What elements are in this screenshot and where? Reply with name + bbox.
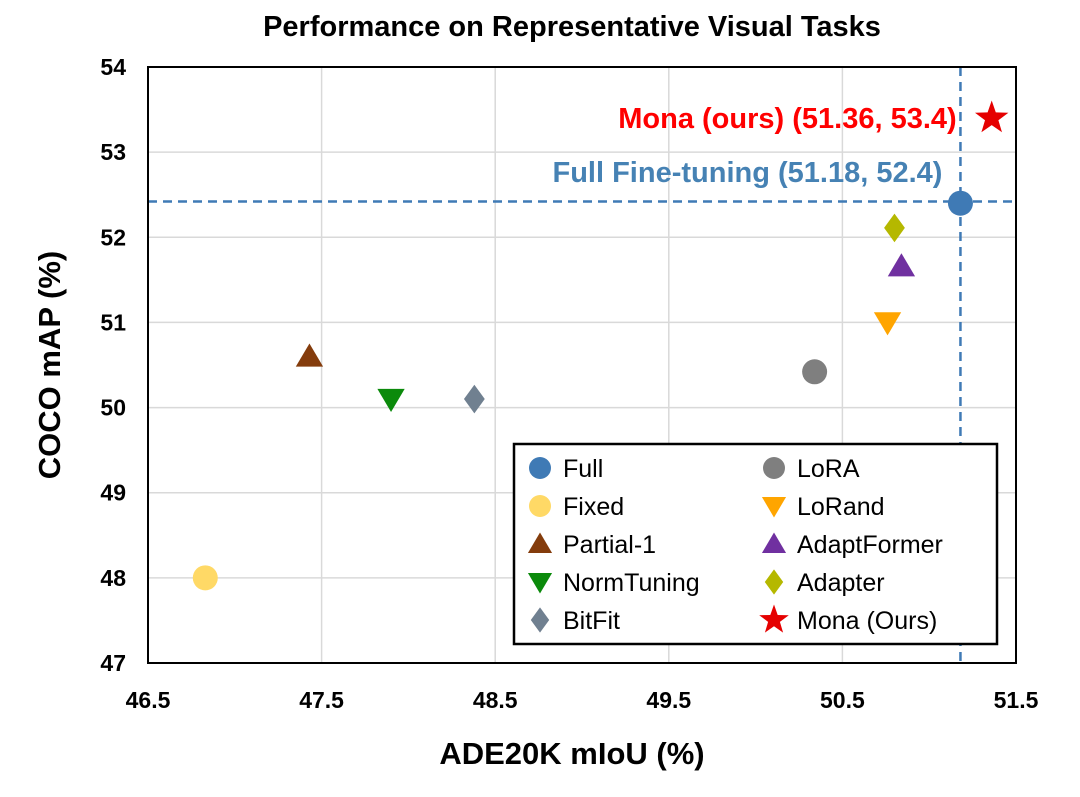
- y-tick-label: 49: [100, 480, 126, 506]
- legend-marker-bitfit: [530, 607, 550, 633]
- y-tick-label: 48: [100, 565, 126, 591]
- legend-marker-adapter: [764, 569, 784, 595]
- annotations: Mona (ours) (51.36, 53.4) Full Fine-tunin…: [552, 103, 956, 189]
- legend-label: Full: [563, 455, 603, 483]
- chart-title: Performance on Representative Visual Tas…: [263, 11, 881, 43]
- annotation-label: Mona (ours) (51.36, 53.4): [618, 103, 956, 135]
- y-tick-label: 52: [100, 224, 126, 250]
- point-adapter: [884, 213, 905, 243]
- x-tick-label: 48.5: [473, 687, 518, 713]
- x-tick-label: 51.5: [994, 687, 1039, 713]
- legend-label: Fixed: [563, 493, 624, 521]
- y-axis-ticks: 47 48 49 50 51 52 53 54: [100, 54, 126, 676]
- legend-marker-partial-1: [527, 532, 553, 553]
- legend-label: AdaptFormer: [797, 531, 943, 559]
- plot-area: [147, 66, 1017, 664]
- data-points: [192, 100, 1009, 591]
- legend-label: Mona (Ours): [797, 607, 937, 635]
- legend-label: NormTuning: [563, 569, 700, 597]
- point-adaptformer: [887, 253, 916, 277]
- point-fixed: [192, 565, 218, 591]
- legend-label: Adapter: [797, 569, 885, 597]
- point-full: [947, 190, 973, 216]
- legend: Full Fixed Partial-1 NormTuning BitFit LoRA Lo…: [512, 442, 999, 646]
- legend-marker-fixed: [529, 495, 551, 517]
- x-tick-label: 49.5: [646, 687, 691, 713]
- annotation-label: Full Fine-tuning (51.18, 52.4): [552, 157, 942, 189]
- legend-marker-lorand: [761, 497, 787, 518]
- point-lora: [802, 359, 828, 385]
- y-tick-label: 50: [100, 395, 126, 421]
- point-mona-ours: [975, 100, 1009, 133]
- x-axis-ticks: 46.5 47.5 48.5 49.5 50.5 51.5: [126, 687, 1039, 713]
- legend-label: Partial-1: [563, 531, 656, 559]
- legend-label: BitFit: [563, 607, 620, 635]
- legend-label: LoRA: [797, 455, 860, 483]
- point-lorand: [873, 312, 902, 336]
- x-tick-label: 46.5: [126, 687, 171, 713]
- y-tick-label: 47: [100, 650, 126, 676]
- point-partial-1: [295, 343, 324, 367]
- point-normtuning: [377, 388, 405, 413]
- y-tick-label: 54: [100, 54, 126, 80]
- point-bitfit: [463, 384, 485, 414]
- legend-marker-mona-ours: [759, 604, 789, 633]
- legend-label: LoRand: [797, 493, 885, 521]
- legend-marker-lora: [763, 457, 785, 479]
- legend-marker-normtuning: [527, 573, 553, 594]
- x-axis-label: ADE20K mIoU (%): [439, 736, 704, 771]
- y-tick-label: 53: [100, 139, 126, 165]
- x-tick-label: 50.5: [820, 687, 865, 713]
- x-tick-label: 47.5: [299, 687, 344, 713]
- legend-marker-full: [529, 457, 551, 479]
- y-tick-label: 51: [100, 309, 126, 335]
- y-axis-label: COCO mAP (%): [32, 251, 67, 480]
- legend-marker-adaptformer: [761, 532, 787, 553]
- legend-box: [512, 442, 999, 646]
